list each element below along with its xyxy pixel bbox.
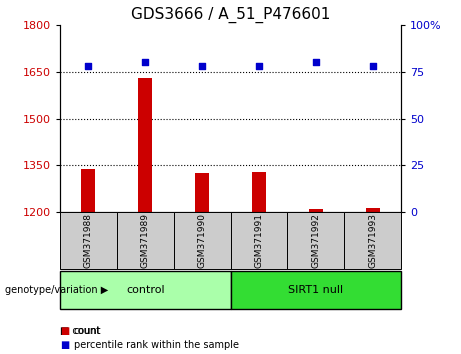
Point (198, 63, 206, 69)
Bar (138, 78, 152, 212)
Point (255, 63, 263, 69)
Text: percentile rank within the sample: percentile rank within the sample (74, 340, 239, 350)
Bar (309, 209, 323, 212)
Point (369, 63, 376, 69)
Text: count: count (74, 326, 101, 336)
Point (142, 59, 149, 65)
Text: ■: ■ (60, 326, 69, 336)
Text: GSM371989: GSM371989 (141, 213, 150, 268)
Title: GDS3666 / A_51_P476601: GDS3666 / A_51_P476601 (131, 7, 330, 23)
Bar (174, 212, 230, 269)
Bar (81, 169, 95, 212)
Text: GSM371988: GSM371988 (84, 213, 93, 268)
Text: GSM371990: GSM371990 (198, 213, 207, 268)
Text: genotype/variation ▶: genotype/variation ▶ (5, 285, 108, 295)
Point (312, 59, 319, 65)
Bar (287, 212, 344, 269)
Bar (344, 212, 401, 269)
Text: GSM371993: GSM371993 (368, 213, 377, 268)
Bar (230, 212, 287, 269)
Text: ■ count: ■ count (60, 326, 100, 336)
Bar (195, 173, 209, 212)
Point (85, 63, 92, 69)
Text: control: control (126, 285, 165, 295)
Bar (366, 208, 380, 212)
Bar (60, 271, 230, 309)
Bar (60, 212, 117, 269)
Text: ■: ■ (60, 340, 69, 350)
Bar (252, 172, 266, 212)
Bar (117, 212, 174, 269)
Bar (230, 271, 401, 309)
Text: GSM371992: GSM371992 (311, 213, 320, 268)
Text: SIRT1 null: SIRT1 null (288, 285, 343, 295)
Text: GSM371991: GSM371991 (254, 213, 263, 268)
